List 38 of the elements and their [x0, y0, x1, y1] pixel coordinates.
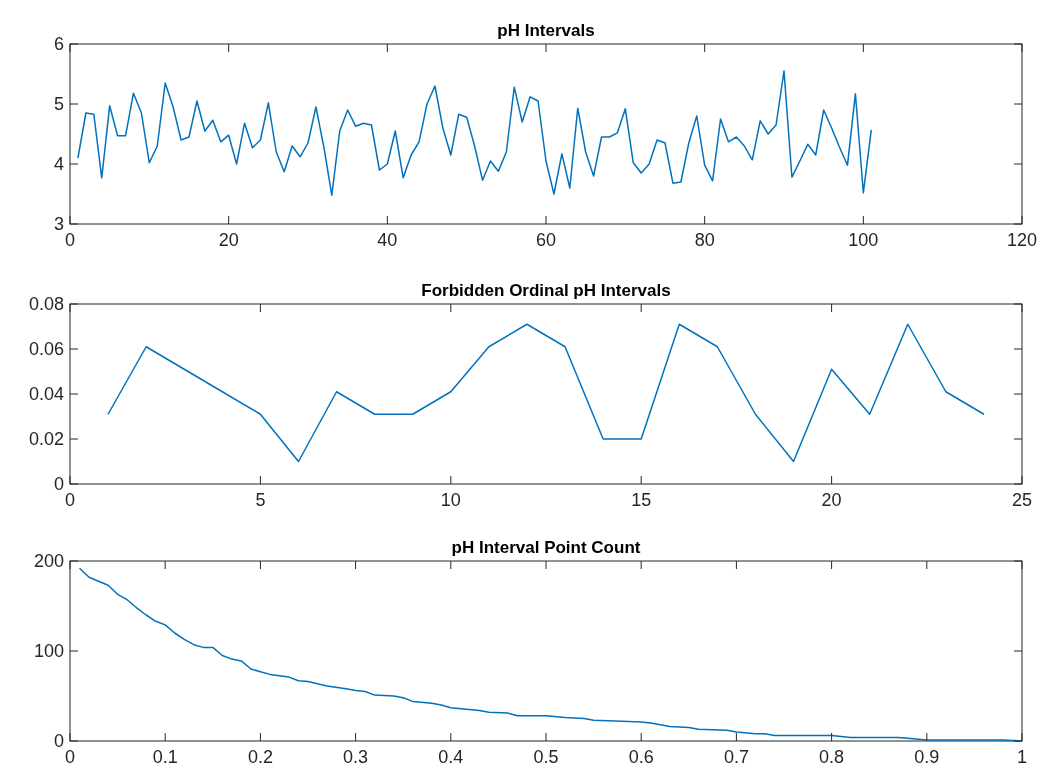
y-tick-label: 0 — [53, 474, 64, 494]
y-tick-label: 200 — [33, 551, 64, 571]
x-tick-label: 1 — [1016, 747, 1028, 767]
x-tick-label: 40 — [377, 230, 398, 250]
y-tick-label: 0.02 — [28, 429, 64, 449]
x-tick-label: 5 — [255, 490, 266, 510]
y-tick-label: 6 — [53, 34, 64, 54]
y-tick-label: 3 — [53, 214, 64, 234]
chart-title: pH Interval Point Count — [451, 538, 641, 557]
x-tick-label: 0.3 — [343, 747, 369, 767]
x-tick-label: 20 — [821, 490, 842, 510]
y-tick-label: 0.06 — [28, 339, 64, 359]
y-tick-label: 0 — [53, 731, 64, 751]
x-tick-label: 0.9 — [914, 747, 940, 767]
x-tick-label: 0.4 — [438, 747, 464, 767]
x-tick-label: 120 — [1006, 230, 1038, 250]
x-tick-label: 15 — [631, 490, 652, 510]
x-tick-label: 60 — [535, 230, 557, 250]
x-tick-label: 0.5 — [533, 747, 559, 767]
y-tick-label: 0.04 — [28, 384, 64, 404]
chart-title: pH Intervals — [497, 21, 595, 40]
y-tick-label: 5 — [53, 94, 64, 114]
x-tick-label: 100 — [848, 230, 879, 250]
y-tick-label: 4 — [53, 154, 64, 174]
x-tick-label: 0.6 — [628, 747, 654, 767]
line-series — [77, 70, 873, 196]
x-tick-label: 0.8 — [819, 747, 845, 767]
y-tick-label: 0.08 — [28, 294, 64, 314]
x-tick-label: 80 — [694, 230, 715, 250]
x-tick-label: 0.7 — [723, 747, 749, 767]
chart-title: Forbidden Ordinal pH Intervals — [421, 281, 671, 300]
x-tick-label: 25 — [1011, 490, 1033, 510]
line-series — [107, 323, 985, 463]
y-tick-label: 100 — [33, 641, 64, 661]
x-tick-label: 0.1 — [152, 747, 178, 767]
x-tick-label: 0.2 — [247, 747, 273, 767]
x-tick-label: 10 — [440, 490, 461, 510]
x-tick-label: 20 — [218, 230, 239, 250]
